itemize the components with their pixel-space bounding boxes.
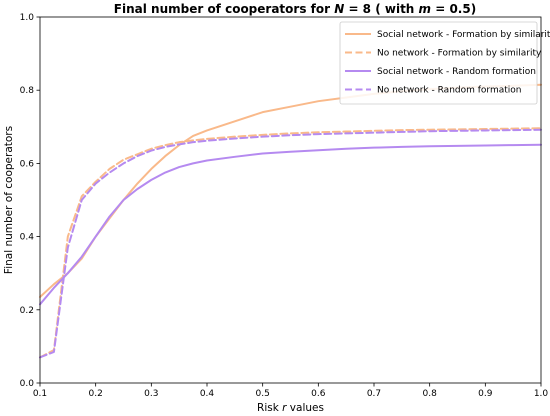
x-tick-label: 0.3 [144, 389, 158, 399]
x-tick-label: 0.1 [33, 389, 47, 399]
x-axis-label: Risk r values [257, 402, 324, 414]
x-tick-label: 0.7 [367, 389, 381, 399]
legend-label: No network - Formation by similarity [377, 49, 542, 59]
y-axis-label: Final number of cooperators [3, 126, 15, 274]
lines-layer [39, 83, 542, 359]
legend-label: No network - Random formation [377, 86, 521, 96]
y-tick-label: 0.8 [20, 86, 35, 96]
x-tick-label: 0.4 [200, 389, 215, 399]
x-tick-label: 0.2 [89, 389, 103, 399]
plot-frame [39, 16, 542, 384]
y-tick-label: 0.2 [20, 306, 34, 316]
y-tick-label: 0.4 [20, 233, 35, 243]
legend-box [339, 21, 538, 105]
x-tick-label: 0.5 [256, 389, 270, 399]
legend-label: Social network - Random formation [377, 67, 536, 77]
chart-title: Final number of cooperators for N = 8 ( … [114, 2, 476, 16]
series-line-1 [39, 83, 542, 298]
y-tick-label: 0.0 [20, 379, 35, 389]
x-tick-label: 0.6 [311, 389, 326, 399]
y-tick-label: 1.0 [20, 13, 35, 23]
series-line-2 [39, 127, 542, 359]
legend-label: Social network - Formation by similarity [377, 30, 550, 40]
series-line-3 [39, 143, 542, 306]
series-line-4 [39, 128, 542, 359]
x-tick-label: 0.9 [478, 389, 493, 399]
legend: Social network - Formation by similarity… [339, 21, 550, 105]
ticks-layer: 0.1 0.2 0.3 0.4 0.5 0.6 0.7 0.8 0.9 1.0 0.0 0.2 0.4 0… [20, 13, 549, 399]
y-tick-label: 0.6 [20, 159, 35, 169]
x-tick-label: 1.0 [534, 389, 549, 399]
x-tick-label: 0.8 [423, 389, 438, 399]
